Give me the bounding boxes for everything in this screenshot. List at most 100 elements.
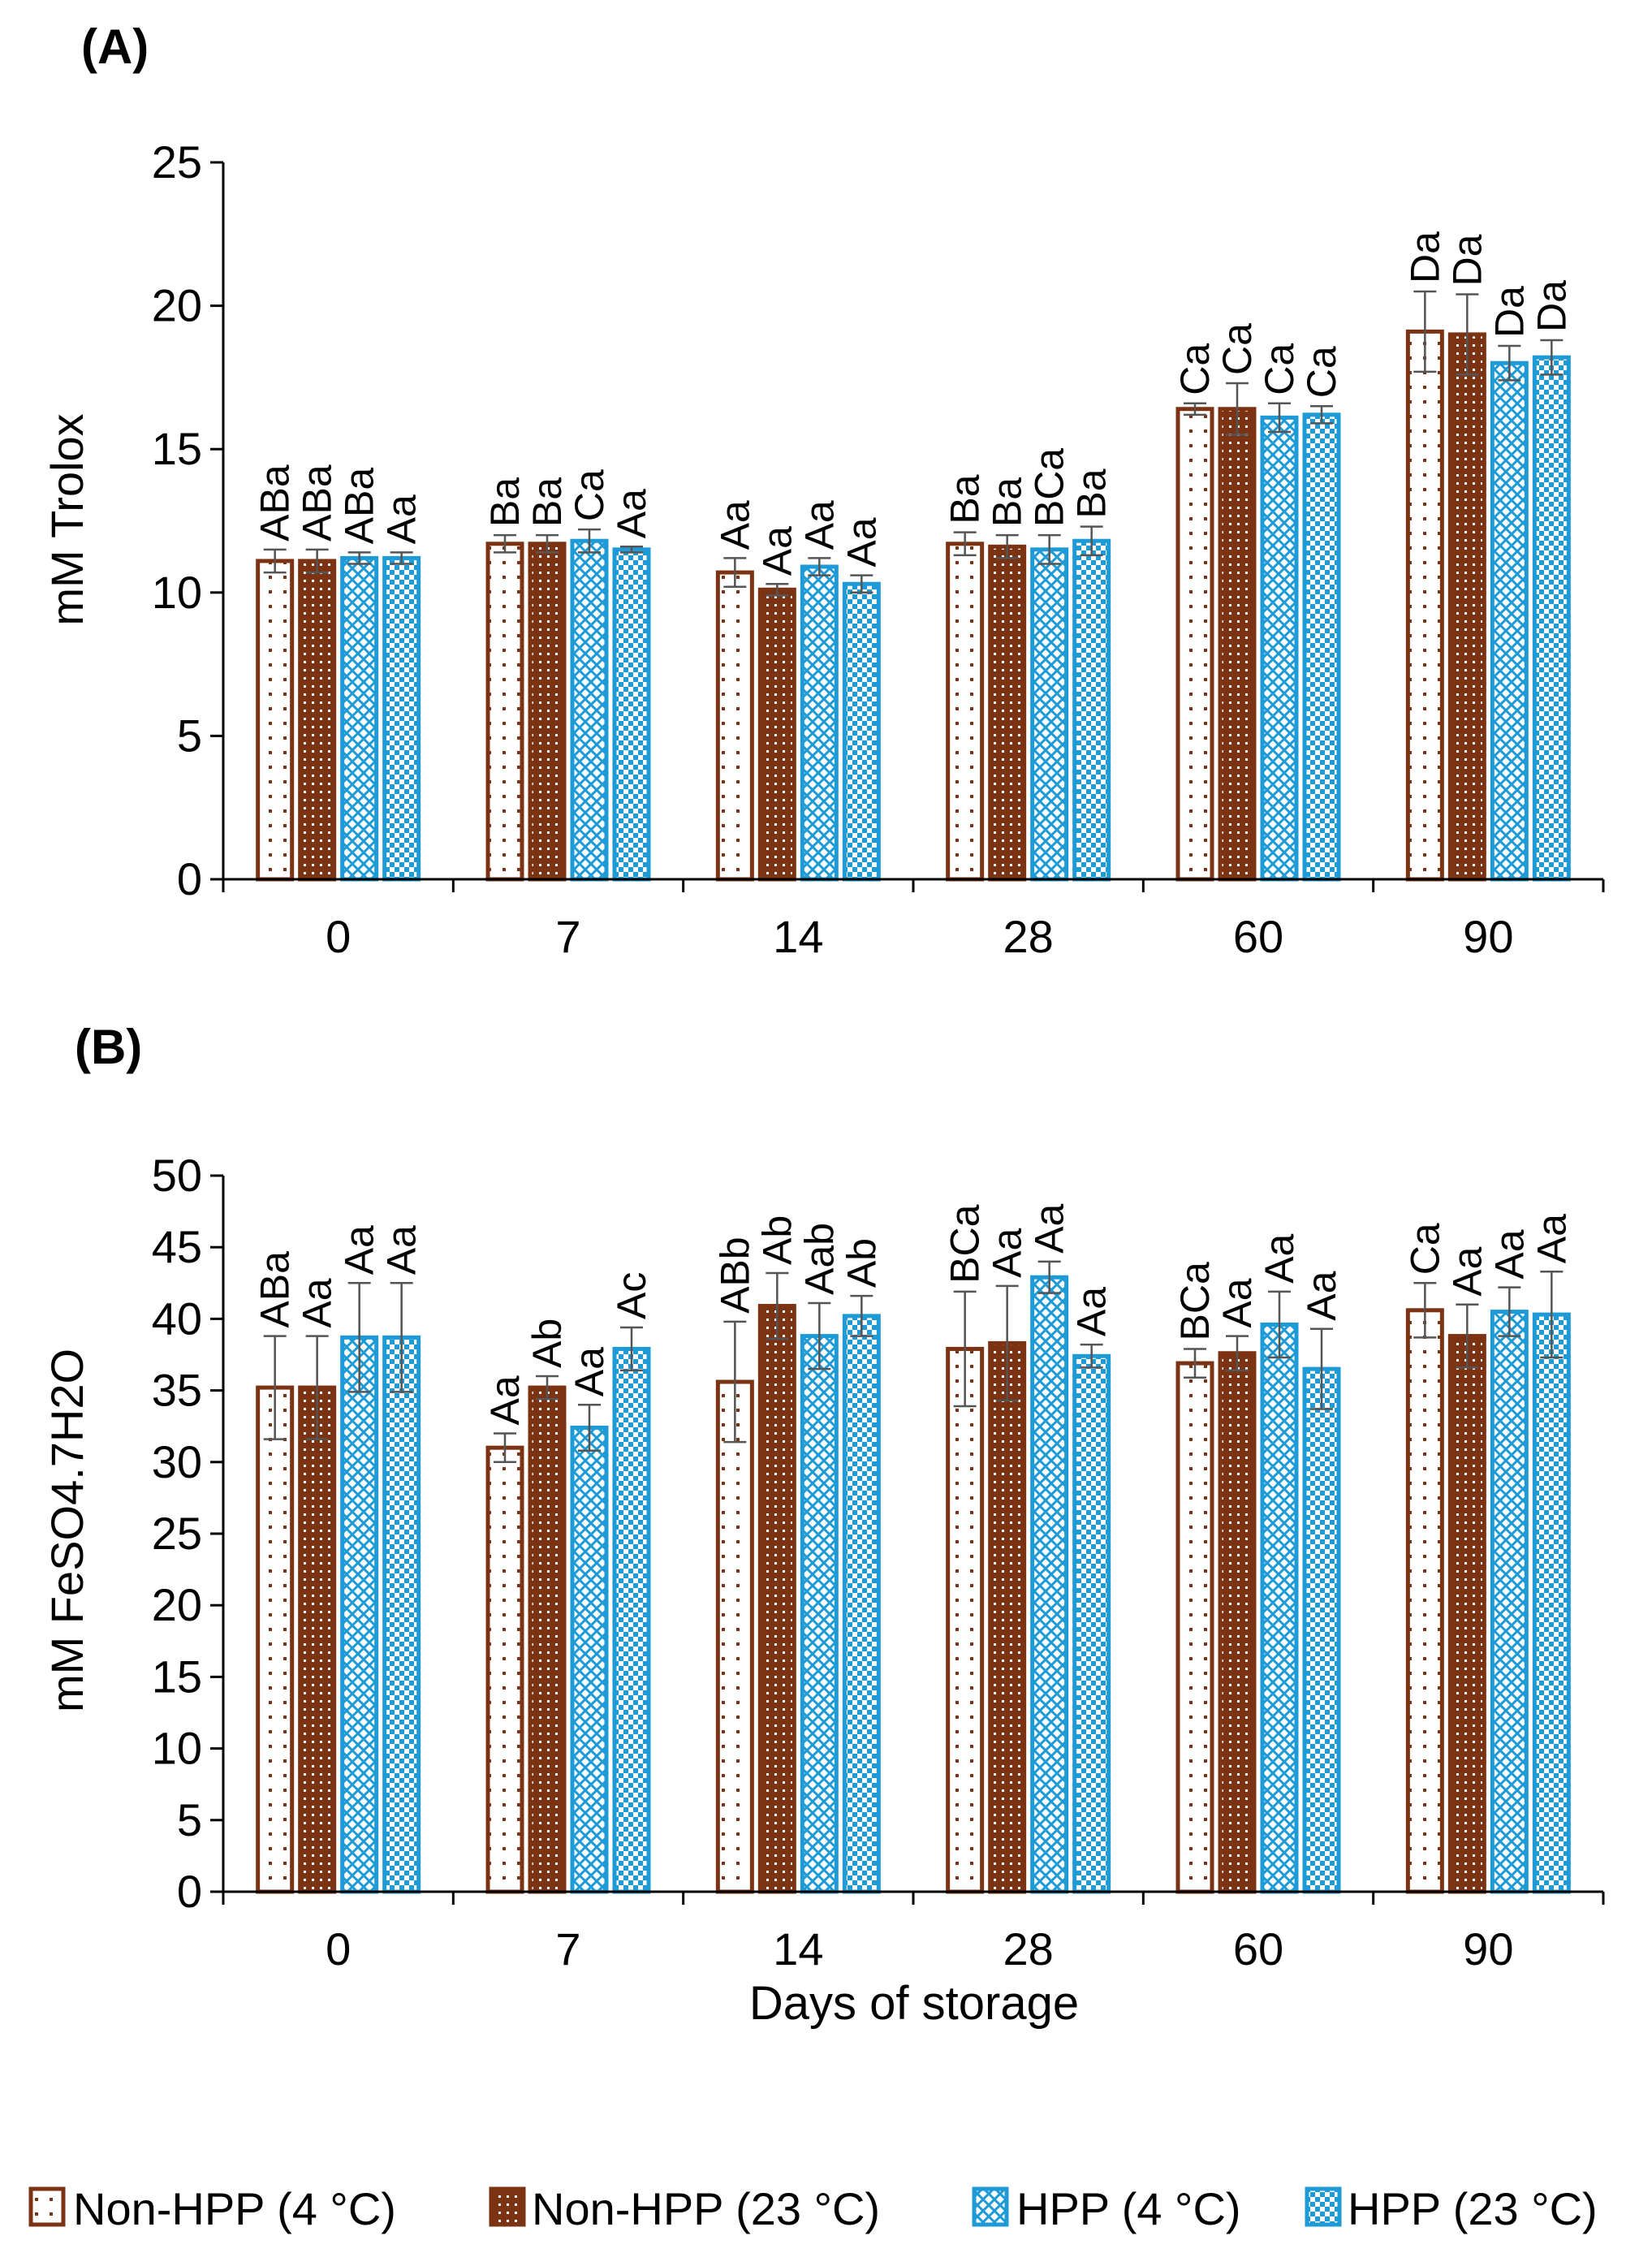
significance-label-b-non-hpp-4-day-28: BCa — [942, 1204, 988, 1283]
bar-a-hpp-4-day-0 — [340, 555, 379, 882]
bar-a-hpp-4-day-90 — [1490, 360, 1529, 882]
significance-label-a-hpp-23-day-0: Aa — [379, 494, 425, 544]
bar-b-hpp-4-day-0 — [340, 1335, 379, 1894]
y-tick-label-b-3: 15 — [152, 1651, 202, 1702]
legend: Non-HPP (4 °C) Non-HPP (23 °C) HPP (4 °C… — [28, 2183, 1598, 2234]
y-tick-label-b-8: 40 — [152, 1293, 202, 1344]
bar-b-non-hpp-23-day-28 — [988, 1340, 1027, 1894]
bar-b-non-hpp-23-day-90 — [1447, 1334, 1486, 1894]
significance-label-b-non-hpp-4-day-90: Ca — [1402, 1223, 1447, 1275]
bar-b-non-hpp-4-day-14 — [715, 1379, 754, 1894]
bar-a-non-hpp-4-day-90 — [1405, 329, 1444, 882]
significance-label-a-hpp-23-day-90: Da — [1529, 280, 1574, 332]
significance-label-a-hpp-4-day-28: BCa — [1027, 448, 1072, 527]
bar-a-hpp-4-day-7 — [570, 538, 609, 882]
bar-b-hpp-23-day-0 — [382, 1335, 421, 1894]
legend-item-hpp-23: HPP (23 °C) — [1305, 2183, 1598, 2234]
x-tick-label-a-0: 0 — [326, 911, 351, 962]
significance-label-a-hpp-23-day-7: Aa — [609, 489, 654, 538]
bar-a-non-hpp-23-day-60 — [1218, 407, 1257, 882]
y-tick-label-b-0: 0 — [177, 1866, 202, 1917]
y-tick-label-a-0: 0 — [177, 853, 202, 904]
bar-a-hpp-23-day-0 — [382, 555, 421, 882]
legend-label-hpp-23: HPP (23 °C) — [1348, 2183, 1598, 2234]
bar-b-hpp-23-day-14 — [842, 1314, 881, 1894]
bar-a-non-hpp-23-day-0 — [298, 559, 337, 882]
bar-a-non-hpp-4-day-28 — [946, 542, 985, 882]
y-tick-label-b-10: 50 — [152, 1150, 202, 1201]
legend-label-non-hpp-4: Non-HPP (4 °C) — [73, 2183, 396, 2234]
significance-label-a-hpp-4-day-14: Aa — [796, 500, 842, 550]
bar-b-hpp-4-day-60 — [1260, 1322, 1299, 1894]
significance-label-a-hpp-4-day-7: Ca — [567, 469, 612, 521]
bar-b-hpp-4-day-90 — [1490, 1310, 1529, 1894]
legend-item-non-hpp-23: Non-HPP (23 °C) — [489, 2183, 880, 2234]
legend-swatch-hpp-4 — [972, 2186, 1009, 2227]
bar-a-hpp-4-day-28 — [1030, 547, 1069, 882]
x-tick-label-a-2: 14 — [773, 911, 823, 962]
significance-label-b-non-hpp-4-day-7: Aa — [482, 1375, 528, 1425]
significance-label-b-non-hpp-4-day-0: ABa — [252, 1251, 298, 1328]
bar-a-non-hpp-23-day-28 — [988, 544, 1027, 882]
significance-label-b-non-hpp-23-day-14: Ab — [754, 1215, 800, 1265]
x-tick-label-b-0: 0 — [326, 1923, 351, 1975]
panel-b-y-axis-title: mM FeSO4.7H2O — [41, 1349, 93, 1712]
significance-label-b-non-hpp-23-day-0: Aa — [295, 1278, 340, 1327]
bar-b-non-hpp-23-day-14 — [757, 1304, 796, 1894]
x-tick-label-a-5: 90 — [1463, 911, 1513, 962]
significance-label-b-non-hpp-23-day-90: Aa — [1444, 1246, 1490, 1296]
x-tick-label-a-3: 28 — [1003, 911, 1054, 962]
bar-b-hpp-23-day-90 — [1532, 1312, 1571, 1894]
bar-b-non-hpp-23-day-7 — [528, 1385, 567, 1894]
legend-item-non-hpp-4: Non-HPP (4 °C) — [28, 2183, 396, 2234]
bar-a-hpp-4-day-14 — [800, 564, 839, 882]
legend-label-non-hpp-23: Non-HPP (23 °C) — [532, 2183, 880, 2234]
y-tick-label-b-2: 10 — [152, 1723, 202, 1774]
significance-label-b-hpp-4-day-0: Aa — [337, 1225, 382, 1275]
significance-label-b-non-hpp-23-day-28: Aa — [985, 1228, 1030, 1277]
significance-label-a-non-hpp-23-day-0: ABa — [295, 464, 340, 542]
chart-panel-b: (B) mM FeSO4.7H2O 0 5 10 15 20 25 30 35 40 45 50 AB… — [41, 1020, 1605, 2030]
legend-swatch-non-hpp-23 — [489, 2186, 526, 2227]
y-tick-label-a-4: 20 — [152, 280, 202, 331]
x-tick-label-b-4: 60 — [1233, 1923, 1283, 1975]
bar-b-hpp-23-day-28 — [1072, 1353, 1111, 1894]
significance-label-a-non-hpp-23-day-7: Ba — [524, 477, 570, 527]
bar-b-hpp-4-day-28 — [1030, 1275, 1069, 1894]
bar-b-non-hpp-4-day-60 — [1175, 1361, 1214, 1894]
significance-label-a-non-hpp-4-day-0: ABa — [252, 464, 298, 542]
significance-label-b-hpp-23-day-90: Aa — [1529, 1214, 1574, 1263]
significance-label-b-hpp-23-day-14: Ab — [839, 1238, 884, 1288]
bar-a-hpp-23-day-90 — [1532, 355, 1571, 882]
bar-b-hpp-4-day-7 — [570, 1425, 609, 1894]
y-tick-label-a-5: 25 — [152, 136, 202, 188]
bar-a-non-hpp-4-day-0 — [256, 559, 295, 882]
bar-a-hpp-4-day-60 — [1260, 415, 1299, 882]
significance-label-b-non-hpp-23-day-7: Ab — [524, 1319, 570, 1368]
bar-b-hpp-23-day-60 — [1302, 1366, 1341, 1894]
legend-label-hpp-4: HPP (4 °C) — [1016, 2183, 1241, 2234]
significance-label-a-non-hpp-23-day-60: Ca — [1214, 323, 1260, 375]
y-tick-label-b-6: 30 — [152, 1436, 202, 1487]
significance-label-a-non-hpp-4-day-90: Da — [1402, 231, 1447, 283]
significance-label-b-hpp-4-day-14: Aab — [796, 1223, 842, 1295]
y-tick-label-b-1: 5 — [177, 1794, 202, 1845]
x-tick-label-a-1: 7 — [555, 911, 580, 962]
significance-label-b-hpp-4-day-28: Aa — [1027, 1203, 1072, 1253]
legend-swatch-non-hpp-4 — [28, 2186, 66, 2227]
bar-b-non-hpp-4-day-28 — [946, 1346, 985, 1894]
significance-label-a-hpp-23-day-28: Ba — [1069, 468, 1115, 518]
significance-label-a-hpp-23-day-60: Ca — [1299, 346, 1344, 398]
panel-a-y-axis-title: mM Trolox — [41, 413, 93, 625]
x-tick-label-b-5: 90 — [1463, 1923, 1513, 1975]
bar-a-hpp-23-day-14 — [842, 581, 881, 882]
bar-a-hpp-23-day-28 — [1072, 538, 1111, 882]
significance-label-a-non-hpp-4-day-7: Ba — [482, 477, 528, 527]
bar-b-hpp-4-day-14 — [800, 1334, 839, 1894]
bar-a-non-hpp-4-day-7 — [485, 542, 524, 882]
y-tick-label-a-3: 15 — [152, 423, 202, 474]
legend-item-hpp-4: HPP (4 °C) — [972, 2183, 1241, 2234]
bar-b-non-hpp-4-day-90 — [1405, 1308, 1444, 1894]
x-axis-title: Days of storage — [749, 1977, 1079, 2030]
